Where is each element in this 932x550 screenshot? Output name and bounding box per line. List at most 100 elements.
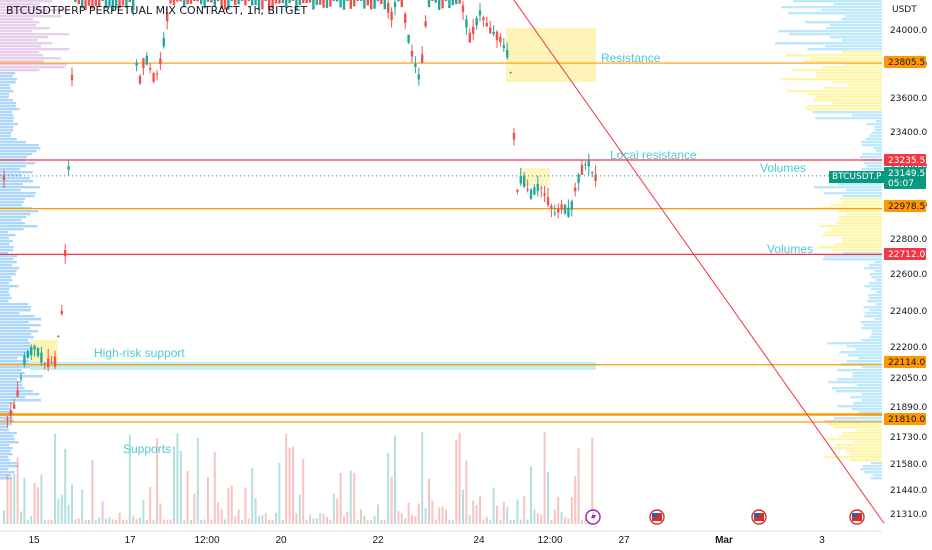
candle-body — [193, 0, 196, 1]
volume-bar — [237, 509, 240, 524]
volume-bar — [118, 512, 121, 524]
volume-profile-right-bar — [835, 444, 882, 447]
volume-profile-left-bar — [0, 339, 29, 342]
candle-body — [376, 0, 380, 1]
volume-profile-right-bar — [824, 255, 882, 258]
candle-body — [186, 0, 189, 5]
volume-bar — [64, 448, 67, 524]
volume-bar — [475, 505, 478, 524]
volume-bar — [166, 519, 169, 524]
volume-bar — [227, 488, 230, 524]
volume-bar — [281, 519, 284, 524]
volume-bar — [71, 484, 73, 524]
volume-profile-right-bar — [863, 471, 882, 474]
volume-bar — [482, 519, 485, 524]
volume-profile-right-bar — [870, 288, 882, 291]
volume-profile-right-bar — [869, 336, 882, 339]
volume-profile-right-bar — [868, 264, 882, 267]
volume-profile-left-bar — [0, 462, 17, 465]
price-label-text: 21810.0 — [888, 415, 925, 425]
volume-bar — [373, 515, 376, 524]
candle-body — [87, 0, 91, 6]
volume-profile-right-bar — [874, 129, 882, 132]
candle-body — [478, 10, 482, 16]
candle-body — [580, 164, 584, 175]
volume-profile-right-bar — [793, 0, 882, 3]
volume-profile-left-bar — [0, 402, 15, 405]
volume-bar — [349, 470, 352, 524]
candle-body — [291, 0, 295, 1]
volume-profile-left-bar — [0, 288, 9, 291]
candle-body — [557, 208, 560, 213]
annotation-label: Supports — [123, 442, 171, 456]
volume-profile-right-bar — [847, 84, 882, 87]
volume-profile-right-bar — [868, 294, 882, 297]
y-tick-label: 21730.0 — [890, 433, 927, 443]
candle-body — [149, 67, 152, 70]
volume-profile-right-bar — [822, 234, 882, 237]
volume-profile-left-bar — [0, 81, 16, 84]
volume-profile-left-bar — [0, 351, 31, 354]
volume-bar — [312, 518, 315, 524]
volume-bar — [557, 496, 560, 524]
volume-profile-left-bar — [0, 264, 13, 267]
candle-body — [421, 54, 424, 63]
candle-body — [523, 175, 526, 187]
volume-profile-right-bar — [852, 402, 882, 405]
volume-bar — [380, 519, 383, 524]
volume-profile-left-bar — [0, 204, 22, 207]
volume-profile-right-bar — [836, 378, 882, 381]
volume-bar — [499, 519, 502, 524]
volume-profile-left-bar — [0, 69, 40, 72]
volume-bar — [509, 519, 512, 524]
candle-body — [512, 132, 516, 140]
price-label-text: 22114.0 — [888, 358, 925, 368]
annotation-label: Volumes — [760, 161, 806, 175]
volume-profile-right-bar — [804, 21, 882, 24]
price-label-box — [884, 200, 926, 212]
x-tick-label: 12:00 — [194, 535, 219, 546]
volume-profile-left-bar — [0, 432, 17, 435]
volume-profile-left-bar — [0, 438, 15, 441]
volume-profile-right-bar — [837, 369, 882, 372]
candle-body — [574, 187, 577, 192]
candle-body — [159, 58, 162, 65]
volume-bar — [81, 489, 84, 524]
volume-bar — [132, 515, 135, 524]
volume-profile-right-bar — [841, 18, 882, 21]
volume-profile-left-bar — [0, 66, 66, 69]
volume-bar — [152, 519, 155, 524]
volume-profile-left-bar — [0, 225, 38, 228]
volume-bar — [543, 431, 546, 524]
candle-body — [111, 0, 114, 11]
price-label-box — [884, 248, 926, 260]
descending-trend-line — [513, 0, 885, 524]
volume-profile-left-bar — [0, 180, 33, 183]
candle-body — [142, 58, 145, 69]
candle-body — [332, 0, 335, 1]
volume-bar — [47, 519, 50, 524]
volume-bar — [434, 519, 437, 524]
volume-bar — [105, 518, 107, 524]
volume-bar — [329, 519, 332, 524]
volume-bar — [91, 460, 94, 524]
volume-bar — [547, 472, 549, 524]
volume-bar — [390, 476, 393, 524]
volume-profile-right-bar — [805, 108, 882, 111]
volume-profile-right-bar — [831, 228, 882, 231]
volume-profile-left-bar — [0, 345, 35, 348]
volume-profile-right-bar — [837, 183, 882, 186]
volume-bar — [275, 512, 277, 524]
volume-bar — [241, 519, 243, 524]
volume-bar — [57, 498, 60, 524]
volume-profile-right-bar — [866, 123, 882, 126]
candle-body — [223, 0, 227, 10]
candle-body — [227, 0, 230, 10]
candle-body — [264, 0, 267, 1]
candle-body — [349, 0, 352, 9]
candle-body — [346, 0, 349, 1]
volume-profile-left-bar — [0, 153, 33, 156]
volume-profile-right-bar — [861, 339, 882, 342]
candle-body — [485, 22, 488, 27]
